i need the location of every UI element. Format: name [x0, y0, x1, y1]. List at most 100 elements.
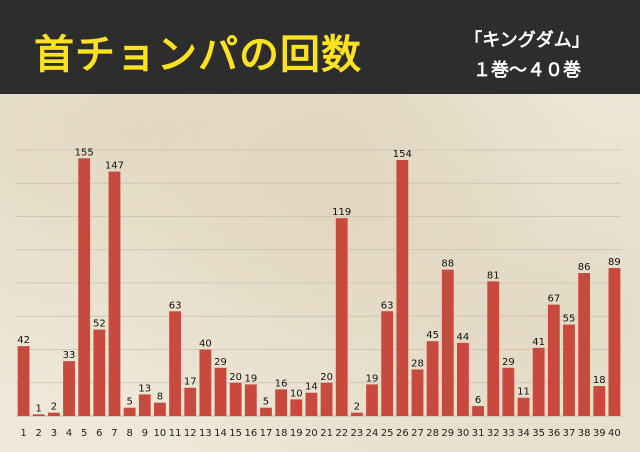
value-label: 154: [393, 149, 412, 160]
x-tick-labels: 1 2 3 4 5 6 7 8 9 10 11 12 13 14 15 16 17 18 19 20 21 22 23 24 2…: [20, 428, 620, 439]
bar: [108, 171, 121, 416]
value-label: 147: [105, 161, 124, 172]
value-label: 29: [502, 357, 515, 368]
value-label: 10: [290, 388, 303, 399]
value-label: 2: [354, 402, 360, 413]
value-label: 20: [229, 372, 242, 383]
x-tick-label: 7: [111, 428, 117, 439]
chart-title: 首チョンパの回数: [34, 32, 362, 78]
chart-subtitle-series: 「キングダム」: [464, 30, 590, 51]
bar: [517, 397, 530, 416]
value-label: 17: [184, 377, 197, 388]
value-label: 40: [199, 339, 212, 350]
value-label: 89: [608, 257, 621, 268]
value-label: 1: [36, 403, 42, 414]
bar: [138, 394, 151, 416]
x-tick-label: 16: [244, 428, 257, 439]
x-tick-label: 12: [184, 428, 197, 439]
x-tick-label: 20: [305, 428, 318, 439]
bar: [32, 414, 45, 416]
x-tick-label: 29: [441, 428, 454, 439]
x-tick-label: 6: [96, 428, 102, 439]
bar: [244, 384, 257, 416]
bar: [426, 341, 439, 416]
bar: [366, 384, 378, 416]
bar: [199, 349, 212, 416]
bar: [396, 159, 409, 416]
x-tick-label: 25: [381, 428, 394, 439]
bar: [335, 218, 348, 416]
value-label: 20: [320, 372, 333, 383]
value-label: 45: [426, 330, 439, 341]
bar: [78, 158, 91, 416]
value-label: 28: [411, 358, 424, 369]
bar: [154, 402, 166, 416]
x-tick-label: 3: [51, 428, 57, 439]
x-tick-label: 2: [36, 428, 42, 439]
x-tick-label: 28: [426, 428, 439, 439]
bar: [123, 407, 136, 416]
x-tick-label: 32: [487, 428, 500, 439]
value-label: 44: [457, 332, 470, 343]
bar: [502, 367, 515, 416]
x-tick-label: 13: [199, 428, 212, 439]
value-label: 2: [51, 402, 57, 413]
value-label: 8: [157, 392, 163, 403]
x-tick-label: 27: [411, 428, 424, 439]
bar: [63, 361, 75, 416]
bar: [608, 268, 621, 416]
value-label: 5: [126, 397, 132, 408]
bar: [532, 347, 545, 416]
bar: [381, 311, 394, 416]
bar: [305, 392, 318, 416]
value-label: 13: [138, 383, 151, 394]
value-label: 42: [17, 335, 30, 346]
x-tick-label: 18: [275, 428, 288, 439]
value-label: 63: [169, 300, 182, 311]
header-bar: 首チョンパの回数 「キングダム」 １巻〜４０巻: [0, 0, 640, 94]
x-tick-label: 39: [593, 428, 606, 439]
x-tick-label: 14: [214, 428, 227, 439]
bar: [350, 412, 363, 416]
x-tick-label: 17: [260, 428, 273, 439]
bar: [593, 386, 606, 416]
bar: [441, 269, 454, 416]
value-label: 6: [475, 395, 481, 406]
bar: [47, 412, 60, 416]
value-label: 11: [517, 387, 530, 398]
x-tick-label: 40: [608, 428, 621, 439]
bar: [17, 346, 30, 416]
x-tick-label: 5: [81, 428, 87, 439]
x-tick-label: 34: [517, 428, 530, 439]
x-tick-label: 10: [154, 428, 167, 439]
bar: [169, 311, 181, 416]
x-tick-label: 33: [502, 428, 515, 439]
value-label: 19: [366, 373, 379, 384]
x-tick-label: 11: [169, 428, 182, 439]
value-label: 18: [593, 375, 606, 386]
x-tick-label: 24: [366, 428, 379, 439]
x-tick-label: 31: [472, 428, 485, 439]
bar: [457, 342, 469, 416]
value-label: 33: [63, 350, 76, 361]
x-tick-label: 30: [457, 428, 470, 439]
value-label: 41: [532, 337, 545, 348]
x-tick-label: 9: [142, 428, 148, 439]
value-label: 88: [441, 259, 454, 270]
chart-subtitle-range: １巻〜４０巻: [473, 60, 581, 81]
bar: [290, 399, 303, 416]
bar: [275, 389, 288, 416]
x-tick-label: 38: [578, 428, 591, 439]
value-label: 29: [214, 357, 227, 368]
x-tick-label: 1: [20, 428, 26, 439]
value-label: 14: [305, 382, 318, 393]
value-label: 55: [563, 314, 576, 325]
x-tick-label: 21: [320, 428, 333, 439]
x-tick-label: 19: [290, 428, 303, 439]
gridlines: [16, 149, 622, 417]
value-label: 52: [93, 319, 106, 330]
bar: [472, 406, 484, 416]
value-label: 67: [547, 294, 560, 305]
